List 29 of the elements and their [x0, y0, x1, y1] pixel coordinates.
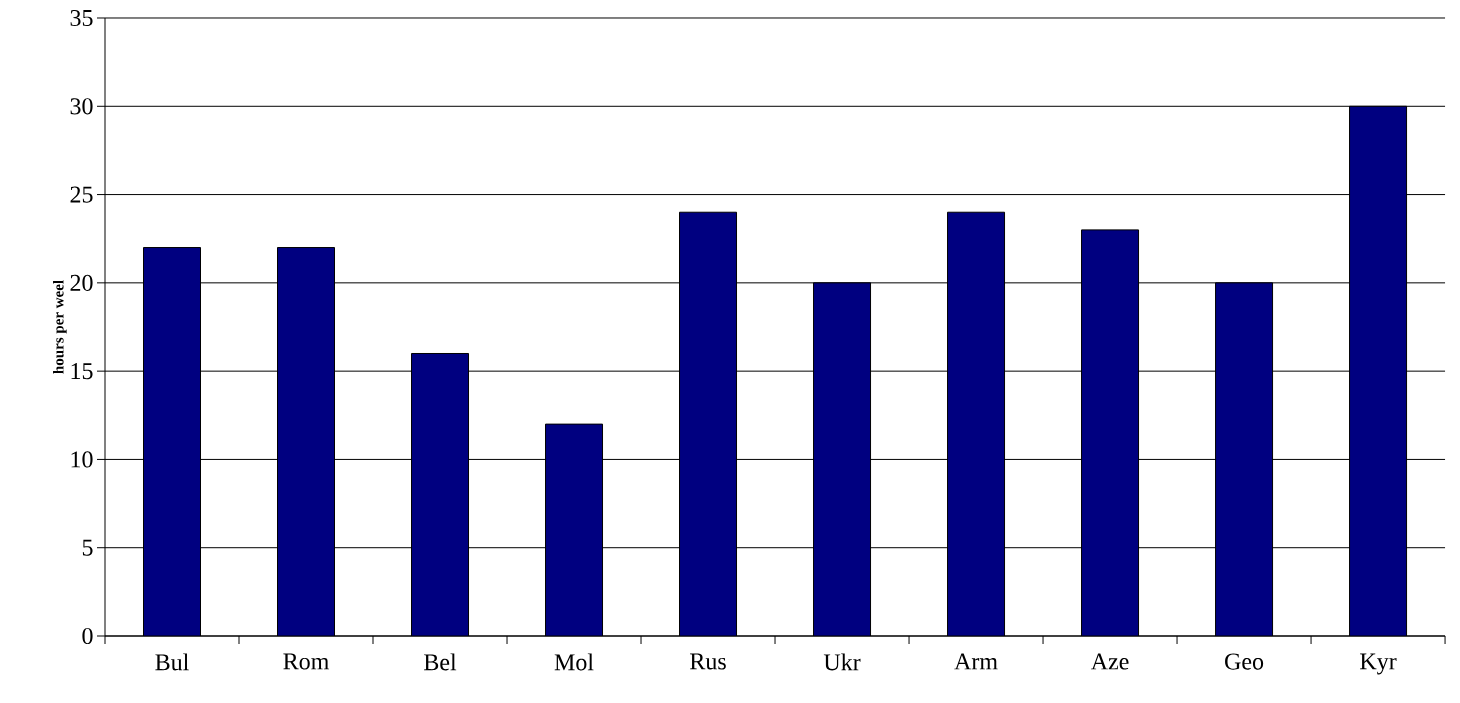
- y-tick-label: 15: [71, 363, 93, 380]
- bar: [1349, 105, 1408, 636]
- x-tick-label: Rus: [690, 653, 726, 670]
- y-tick-label: 20: [70, 274, 93, 291]
- y-tick-label: 5: [82, 539, 93, 556]
- bar: [813, 282, 872, 636]
- bar: [679, 211, 738, 636]
- x-tick-label: Aze: [1090, 653, 1129, 670]
- y-tick-label: 25: [70, 186, 93, 203]
- bar: [1215, 282, 1274, 636]
- bar: [947, 211, 1006, 636]
- y-tick-label: 35: [70, 9, 93, 27]
- x-tick-label: Bul: [155, 653, 189, 671]
- y-tick-label: 0: [82, 627, 93, 645]
- x-tick-label: Mol: [554, 653, 594, 671]
- bar: [277, 247, 336, 636]
- bar: [1081, 229, 1140, 636]
- bar: [143, 247, 201, 636]
- y-axis-title: hours per weel: [53, 280, 67, 374]
- y-tick-label: 10: [71, 451, 93, 468]
- x-tick-label: Ukr: [823, 653, 861, 671]
- y-tick-label: 30: [70, 98, 93, 115]
- x-tick-label: Kyr: [1360, 653, 1397, 675]
- bar: [411, 352, 470, 636]
- x-tick-label: Arm: [954, 653, 998, 670]
- x-tick-label: Geo: [1225, 653, 1264, 670]
- x-tick-label: Rom: [283, 653, 329, 670]
- x-tick-label: Bel: [424, 653, 457, 671]
- bar: [545, 423, 604, 636]
